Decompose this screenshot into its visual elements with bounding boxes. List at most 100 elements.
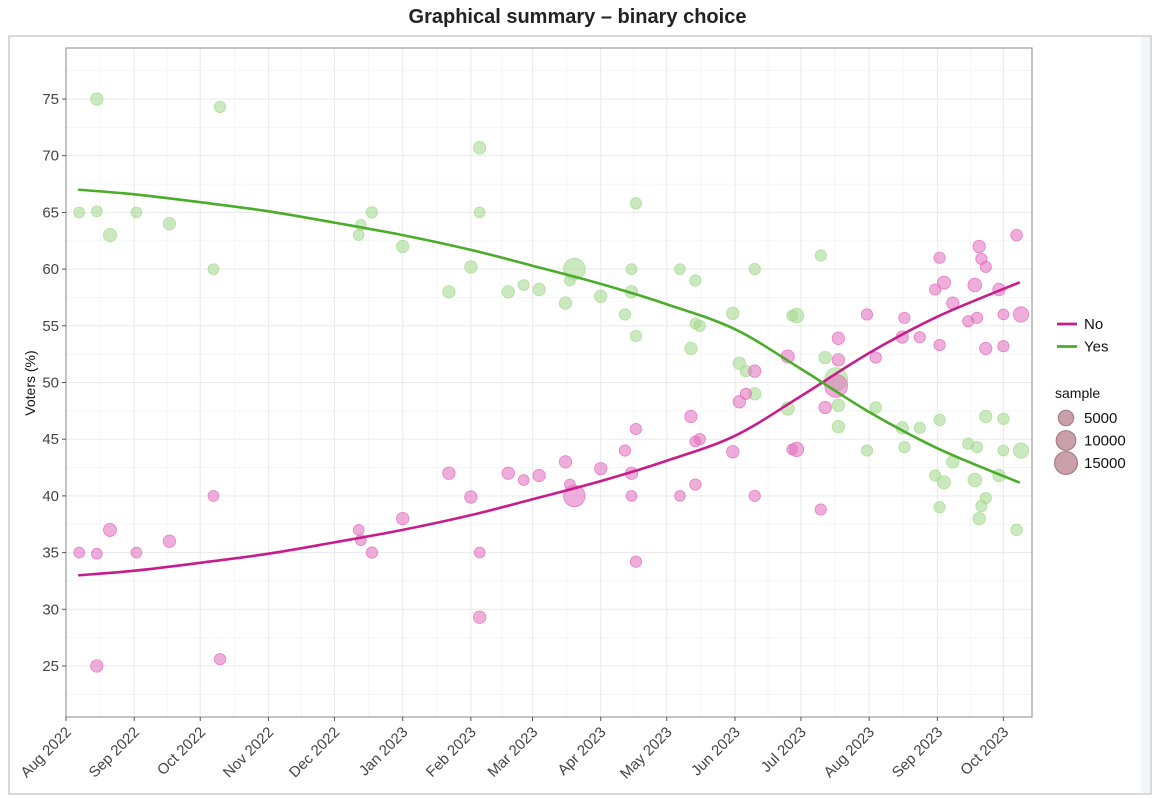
- data-point-no: [91, 547, 103, 560]
- size-legend-title: sample: [1055, 385, 1100, 401]
- data-point-yes: [464, 260, 478, 274]
- y-tick-label: 60: [42, 261, 59, 278]
- data-point-no: [618, 444, 631, 457]
- data-point-no: [967, 277, 983, 293]
- data-point-yes: [869, 401, 882, 414]
- data-point-no: [997, 340, 1010, 353]
- data-point-no: [130, 546, 143, 559]
- data-point-no: [629, 555, 642, 568]
- data-point-yes: [517, 279, 530, 291]
- data-point-no: [365, 546, 378, 559]
- data-point-no: [933, 339, 946, 352]
- y-tick-label: 45: [42, 431, 59, 448]
- data-point-yes: [629, 197, 642, 210]
- data-point-no: [594, 462, 608, 476]
- data-point-no: [1010, 228, 1023, 242]
- data-point-no: [684, 409, 698, 424]
- data-point-no: [473, 546, 486, 559]
- data-point-yes: [625, 263, 638, 275]
- data-point-no: [693, 433, 706, 446]
- data-point-no: [473, 610, 487, 624]
- data-point-no: [1012, 306, 1030, 323]
- data-point-no: [831, 331, 845, 345]
- data-point-no: [933, 251, 946, 264]
- data-point-yes: [689, 274, 702, 287]
- data-point-no: [517, 474, 530, 486]
- data-point-no: [997, 308, 1010, 321]
- data-point-no: [501, 466, 515, 480]
- data-point-yes: [213, 100, 227, 114]
- y-tick-label: 65: [42, 204, 59, 221]
- grid-lines: [65, 48, 1032, 717]
- legend-label-yes: Yes: [1084, 339, 1108, 356]
- data-point-no: [979, 260, 992, 273]
- data-point-yes: [913, 421, 926, 434]
- y-tick-label: 40: [42, 488, 59, 505]
- data-point-no: [213, 653, 227, 666]
- data-point-no: [352, 524, 365, 536]
- data-point-yes: [103, 228, 117, 243]
- data-point-no: [162, 534, 177, 548]
- data-point-yes: [929, 469, 942, 482]
- data-point-yes: [979, 409, 993, 424]
- data-point-yes: [726, 306, 740, 320]
- data-point-no: [937, 275, 951, 290]
- data-point-yes: [972, 511, 986, 526]
- data-point-yes: [814, 249, 827, 262]
- data-point-yes: [970, 441, 984, 454]
- data-point-yes: [473, 206, 486, 219]
- data-point-yes: [831, 398, 845, 412]
- data-point-yes: [501, 285, 515, 299]
- data-point-yes: [618, 308, 631, 321]
- legend-label-no: No: [1084, 316, 1103, 333]
- data-point-yes: [933, 413, 946, 426]
- data-point-yes: [629, 329, 642, 343]
- data-point-no: [674, 490, 686, 502]
- data-point-yes: [967, 472, 983, 488]
- size-legend-label: 5000: [1084, 410, 1117, 427]
- size-legend-key: [1055, 430, 1077, 451]
- data-point-yes: [558, 296, 573, 310]
- data-point-no: [532, 468, 546, 483]
- data-point-no: [814, 503, 827, 516]
- trend-line-no: [77, 281, 1021, 577]
- y-tick-label: 50: [42, 375, 59, 392]
- data-point-yes: [979, 492, 992, 505]
- data-point-no: [207, 490, 220, 502]
- data-point-no: [789, 441, 805, 457]
- y-tick-label: 55: [42, 318, 59, 335]
- y-tick-label: 35: [42, 545, 59, 562]
- data-point-yes: [352, 229, 365, 241]
- data-point-no: [748, 364, 762, 378]
- data-point-no: [629, 422, 642, 436]
- data-points: [73, 92, 1030, 673]
- data-point-yes: [818, 350, 832, 365]
- data-point-no: [558, 455, 573, 469]
- trend-line-yes: [77, 188, 1021, 484]
- data-point-yes: [73, 206, 85, 219]
- data-point-no: [726, 445, 740, 459]
- data-point-yes: [442, 285, 456, 299]
- data-point-no: [898, 311, 911, 324]
- data-point-yes: [1012, 442, 1030, 459]
- legend: No Yes sample 5000 10000 15000: [1053, 316, 1126, 476]
- data-point-yes: [473, 141, 487, 155]
- data-point-yes: [594, 289, 608, 303]
- data-point-yes: [90, 92, 104, 106]
- data-point-no: [396, 511, 410, 526]
- data-point-yes: [937, 475, 951, 490]
- data-point-yes: [789, 308, 805, 324]
- data-point-yes: [532, 282, 546, 297]
- y-tick-label: 70: [42, 148, 59, 165]
- data-point-no: [103, 522, 117, 537]
- data-point-no: [929, 283, 942, 296]
- data-point-no: [748, 489, 761, 502]
- size-legend-label: 10000: [1084, 433, 1126, 450]
- data-point-no: [972, 239, 986, 254]
- data-point-yes: [997, 444, 1010, 457]
- y-axis-title: Voters (%): [22, 350, 38, 415]
- data-point-yes: [693, 319, 706, 332]
- size-legend-key: [1057, 409, 1075, 427]
- y-tick-label: 25: [42, 658, 59, 675]
